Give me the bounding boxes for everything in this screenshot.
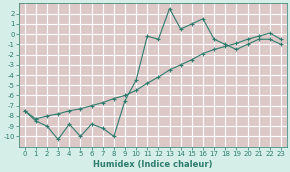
X-axis label: Humidex (Indice chaleur): Humidex (Indice chaleur): [93, 159, 213, 169]
